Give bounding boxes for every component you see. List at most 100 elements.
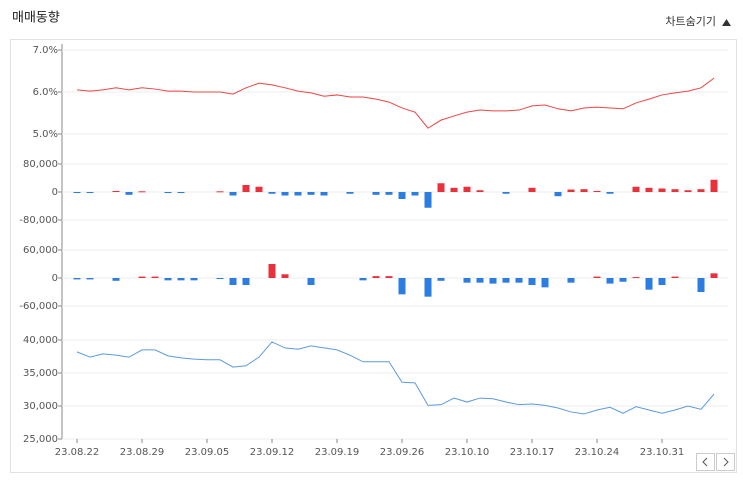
bar — [541, 278, 549, 288]
bar — [177, 192, 185, 193]
bar — [138, 191, 146, 193]
bar — [320, 192, 328, 196]
chart-frame — [10, 39, 737, 473]
bar — [190, 278, 198, 281]
bar — [632, 277, 640, 279]
y-tick-label: 0 — [52, 187, 58, 198]
bar — [593, 276, 601, 278]
bar — [281, 192, 289, 196]
bar — [463, 278, 471, 283]
y-tick-label: 30,000 — [23, 401, 58, 412]
prev-box[interactable] — [696, 453, 715, 471]
bar — [619, 278, 627, 282]
next-icon[interactable] — [723, 457, 729, 467]
bar — [710, 179, 718, 192]
bar — [112, 190, 120, 192]
bar — [346, 192, 354, 194]
bar — [398, 278, 406, 295]
y-tick-label: 5.0% — [33, 129, 58, 140]
x-tick-label: 23.09.26 — [380, 447, 425, 458]
y-tick-label: 40,000 — [23, 335, 58, 346]
bar — [242, 278, 250, 285]
bar — [73, 192, 81, 193]
section-title: 매매동향 — [12, 11, 60, 26]
bar — [112, 278, 120, 281]
bar — [684, 190, 692, 192]
prev-button[interactable] — [696, 453, 715, 471]
y-tick-label: 6.0% — [33, 87, 58, 98]
bar — [398, 192, 406, 199]
y-tick-label: 35,000 — [23, 368, 58, 379]
bar — [606, 192, 614, 194]
bar — [645, 187, 653, 192]
toggle-icon[interactable] — [722, 19, 731, 26]
bar — [164, 278, 172, 281]
bar — [255, 186, 263, 192]
bar — [216, 191, 224, 193]
bar — [528, 278, 536, 285]
bar — [229, 192, 237, 196]
bar — [645, 278, 653, 290]
bar — [229, 278, 237, 285]
x-tick-label: 23.09.12 — [250, 447, 295, 458]
y-tick-label: 25,000 — [23, 434, 58, 445]
bar — [580, 189, 588, 192]
bar — [294, 192, 302, 196]
x-tick-label: 23.08.22 — [55, 447, 100, 458]
bar — [125, 192, 133, 195]
bar — [567, 189, 575, 192]
line-series — [76, 77, 715, 129]
x-tick-label: 23.10.24 — [575, 447, 620, 458]
y-tick-label: 80,000 — [23, 159, 58, 170]
y-tick-label: 7.0% — [33, 45, 58, 56]
next-button[interactable] — [716, 453, 735, 471]
next-box[interactable] — [716, 453, 735, 471]
y-tick-label: -80,000 — [19, 215, 58, 226]
bar — [138, 276, 146, 278]
x-tick-label: 23.10.10 — [445, 447, 490, 458]
bar — [710, 273, 718, 278]
bar — [437, 183, 445, 192]
bar — [671, 276, 679, 278]
line-series — [76, 341, 715, 415]
bar — [424, 278, 432, 297]
bar — [242, 185, 250, 192]
bar — [86, 278, 94, 280]
y-tick-label: 60,000 — [23, 245, 58, 256]
x-tick-label: 23.08.29 — [120, 447, 165, 458]
toggle-button[interactable]: 차트숨기기 — [665, 15, 731, 28]
x-tick-label: 23.09.19 — [315, 447, 360, 458]
bar — [164, 192, 172, 194]
bar — [515, 278, 523, 283]
bar — [528, 187, 536, 192]
bar — [86, 192, 94, 193]
bar — [216, 278, 224, 279]
bar — [281, 274, 289, 278]
bar — [567, 278, 575, 283]
bar — [463, 186, 471, 192]
bar — [476, 190, 484, 192]
bar — [73, 278, 81, 280]
bar — [632, 186, 640, 192]
toggle-label[interactable]: 차트숨기기 — [665, 15, 716, 28]
bar — [593, 190, 601, 192]
bar — [177, 278, 185, 281]
bar — [502, 192, 510, 194]
bar — [658, 188, 666, 192]
y-tick-label: -60,000 — [19, 301, 58, 312]
bar — [268, 192, 276, 194]
y-tick-label: 0 — [52, 273, 58, 284]
bar — [437, 278, 445, 281]
bar — [554, 192, 562, 197]
bar — [411, 192, 419, 196]
bar — [489, 278, 497, 284]
bar — [502, 278, 510, 283]
bar — [307, 192, 315, 195]
bar — [372, 276, 380, 278]
x-tick-label: 23.09.05 — [185, 447, 230, 458]
bar — [658, 278, 666, 285]
bar — [606, 278, 614, 284]
prev-icon[interactable] — [702, 457, 708, 467]
bar — [697, 278, 705, 292]
